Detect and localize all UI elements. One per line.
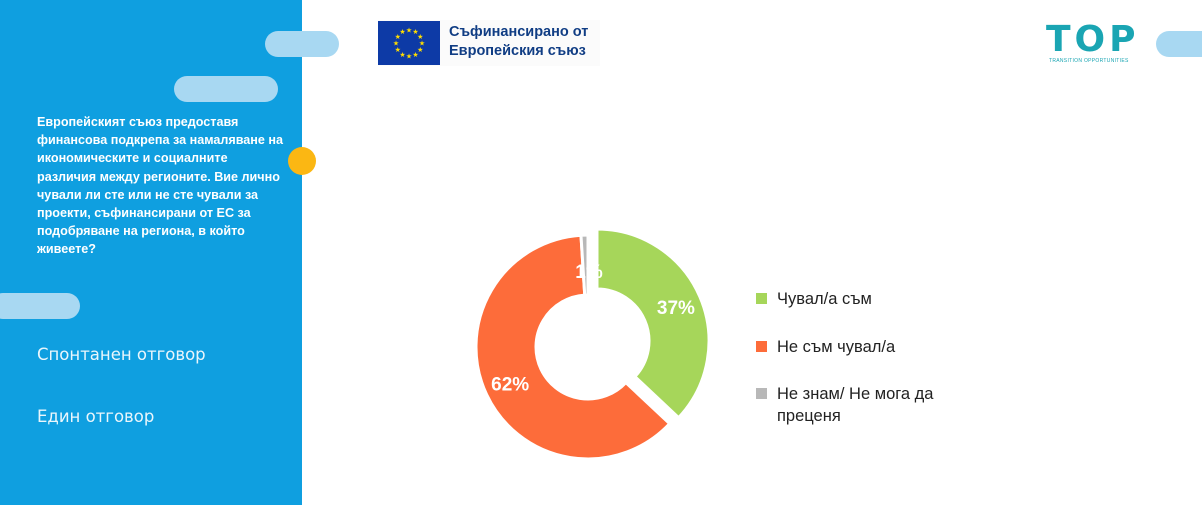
eu-star-icon: ★ <box>417 33 423 41</box>
top-logo: TOP <box>1046 19 1140 60</box>
response-type: Спонтанен отговор <box>37 345 206 364</box>
slice-dont-know <box>579 233 590 297</box>
eu-star-icon: ★ <box>395 33 401 41</box>
eu-flag-icon: ★ ★ ★ ★ ★ ★ ★ ★ ★ ★ ★ ★ <box>378 21 440 65</box>
legend-swatch <box>756 341 767 352</box>
legend-swatch <box>756 388 767 399</box>
eu-star-icon: ★ <box>406 53 412 61</box>
slice-heard <box>595 227 711 420</box>
legend-swatch <box>756 293 767 304</box>
eu-star-icon: ★ <box>417 46 423 54</box>
decor-pill <box>174 76 278 102</box>
data-label-not-heard: 62% <box>491 375 529 396</box>
legend-item-heard: Чувал/а съм <box>756 288 947 310</box>
eu-star-icon: ★ <box>406 27 412 35</box>
legend-label: Не съм чувал/а <box>777 338 896 356</box>
eu-star-icon: ★ <box>419 40 425 48</box>
decor-pill <box>0 293 80 319</box>
legend-label: Не знам/ Не мога да преценя <box>777 385 934 425</box>
legend-item-dont-know: Не знам/ Не мога да преценя <box>756 383 947 427</box>
accent-dot <box>288 147 316 175</box>
eu-text-line1: Съфинансирано от <box>449 24 589 40</box>
survey-question: Европейският съюз предоставя финансова п… <box>37 115 284 257</box>
eu-star-icon: ★ <box>399 28 405 36</box>
eu-star-icon: ★ <box>412 51 418 59</box>
legend-label: Чувал/а съм <box>777 290 872 308</box>
data-label-dont-know: 1% <box>575 262 603 283</box>
slice-not-heard <box>474 233 672 461</box>
eu-text-line2: Европейския съюз <box>449 43 586 59</box>
legend-item-not-heard: Не съм чувал/а <box>756 336 947 358</box>
eu-star-icon: ★ <box>412 28 418 36</box>
decor-pill <box>265 31 339 57</box>
eu-star-icon: ★ <box>395 46 401 54</box>
eu-star-icon: ★ <box>399 51 405 59</box>
answer-type: Един отговор <box>37 407 155 426</box>
sidebar: Европейският съюз предоставя финансова п… <box>0 0 302 505</box>
eu-star-icon: ★ <box>393 40 399 48</box>
decor-pill <box>1156 31 1202 57</box>
top-logo-tagline: TRANSITION OPPORTUNITIES <box>1049 58 1129 64</box>
data-label-heard: 37% <box>657 298 695 319</box>
